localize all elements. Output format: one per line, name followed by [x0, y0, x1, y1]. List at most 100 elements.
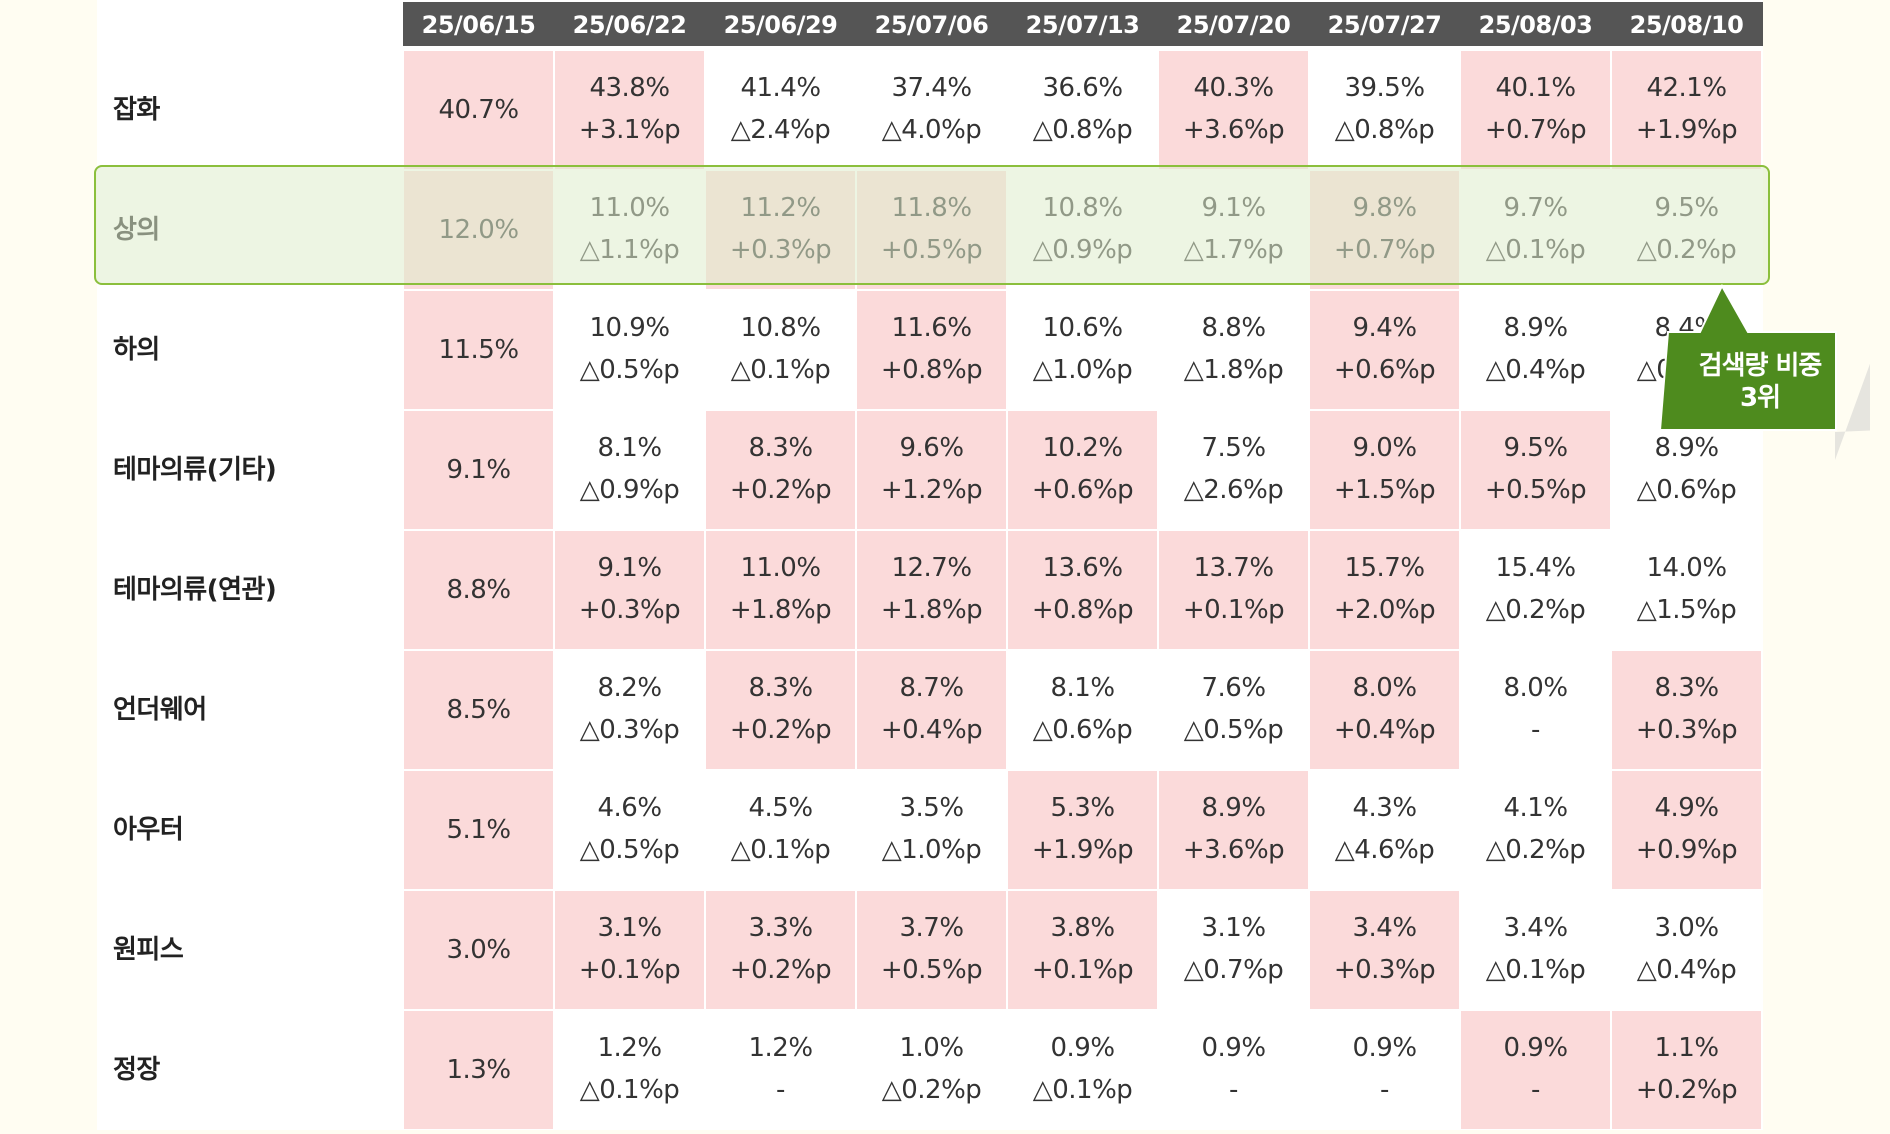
cell-change: +0.8%p — [1031, 595, 1134, 625]
cell-value: 11.5% — [438, 335, 519, 365]
cell-change: △0.1%p — [1485, 235, 1586, 265]
cell-change: - — [776, 1075, 785, 1105]
table-cell: 12.7% +1.8%p — [857, 531, 1006, 649]
cell-value: 5.3% — [1050, 793, 1115, 823]
table-cell: 8.9% +3.6%p — [1159, 771, 1308, 889]
cell-value: 1.3% — [446, 1055, 511, 1085]
row-label: 원피스 — [113, 935, 184, 965]
column-header: 25/06/15 — [421, 11, 536, 39]
cell-change: △4.0%p — [881, 115, 982, 145]
cell-change: +0.4%p — [1333, 715, 1436, 745]
cell-change: △0.3%p — [579, 715, 680, 745]
cell-value: 8.8% — [446, 575, 511, 605]
cell-value: 12.0% — [438, 215, 519, 245]
cell-change: △0.9%p — [579, 475, 680, 505]
cell-change: △0.4%p — [1636, 955, 1737, 985]
table-cell: 4.9% +0.9%p — [1612, 771, 1761, 889]
cell-change: +0.8%p — [880, 355, 983, 385]
cell-change: +0.7%p — [1333, 235, 1436, 265]
table-cell: 14.0% △1.5%p — [1612, 531, 1761, 649]
cell-value: 40.1% — [1495, 73, 1576, 103]
cell-value: 4.1% — [1503, 793, 1568, 823]
cell-value: 39.5% — [1344, 73, 1425, 103]
cell-change: +1.8%p — [729, 595, 832, 625]
table-cell: 0.9% - — [1461, 1011, 1610, 1129]
cell-value: 10.6% — [1042, 313, 1123, 343]
cell-value: 13.6% — [1042, 553, 1123, 583]
cell-change: +0.9%p — [1635, 835, 1738, 865]
table-cell: 5.3% +1.9%p — [1008, 771, 1157, 889]
cell-change: △0.5%p — [579, 835, 680, 865]
table-cell: 9.1% +0.3%p — [555, 531, 704, 649]
cell-value: 36.6% — [1042, 73, 1123, 103]
cell-value: 8.3% — [1654, 673, 1719, 703]
callout-shape-icon — [1660, 283, 1870, 460]
cell-change: △0.8%p — [1334, 115, 1435, 145]
table-cell: 8.8% — [404, 531, 553, 649]
table-cell: 3.7% +0.5%p — [857, 891, 1006, 1009]
cell-value: 3.7% — [899, 913, 964, 943]
cell-change: - — [1229, 1075, 1238, 1105]
cell-change: +1.2%p — [880, 475, 983, 505]
cell-value: 8.9% — [1503, 313, 1568, 343]
cell-change: △2.6%p — [1183, 475, 1284, 505]
table-cell: 4.3% △4.6%p — [1310, 771, 1459, 889]
cell-change: +0.3%p — [1635, 715, 1738, 745]
cell-change: +0.2%p — [1635, 1075, 1738, 1105]
cell-change: +1.9%p — [1635, 115, 1738, 145]
row-label: 정장 — [113, 1055, 160, 1085]
row-label: 하의 — [113, 335, 160, 365]
table-cell: 8.9% △0.4%p — [1461, 291, 1610, 409]
cell-value: 9.8% — [1352, 193, 1417, 223]
table-cell: 7.5% △2.6%p — [1159, 411, 1308, 529]
table-cell: 3.0% — [404, 891, 553, 1009]
table-cell: 11.8% +0.5%p — [857, 171, 1006, 289]
table-cell: 13.6% +0.8%p — [1008, 531, 1157, 649]
cell-value: 43.8% — [589, 73, 670, 103]
table-cell: 8.5% — [404, 651, 553, 769]
column-header: 25/06/29 — [723, 11, 838, 39]
cell-change: △0.8%p — [1032, 115, 1133, 145]
cell-value: 0.9% — [1503, 1033, 1568, 1063]
cell-change: +0.2%p — [729, 475, 832, 505]
table-cell: 9.1% △1.7%p — [1159, 171, 1308, 289]
cell-change: △0.1%p — [730, 835, 831, 865]
cell-change: - — [1531, 1075, 1540, 1105]
table-cell: 1.2% △0.1%p — [555, 1011, 704, 1129]
cell-change: △0.6%p — [1636, 475, 1737, 505]
cell-change: +3.6%p — [1182, 835, 1285, 865]
cell-change: △1.0%p — [1032, 355, 1133, 385]
cell-value: 11.2% — [740, 193, 821, 223]
cell-change: +0.1%p — [1031, 955, 1134, 985]
cell-value: 4.9% — [1654, 793, 1719, 823]
cell-value: 8.1% — [597, 433, 662, 463]
cell-value: 11.8% — [891, 193, 972, 223]
cell-change: △1.0%p — [881, 835, 982, 865]
cell-value: 11.0% — [589, 193, 670, 223]
cell-value: 14.0% — [1646, 553, 1727, 583]
cell-value: 8.5% — [446, 695, 511, 725]
table-cell: 8.7% +0.4%p — [857, 651, 1006, 769]
table-cell: 1.1% +0.2%p — [1612, 1011, 1761, 1129]
table-cell: 15.7% +2.0%p — [1310, 531, 1459, 649]
cell-value: 40.3% — [1193, 73, 1274, 103]
cell-value: 8.9% — [1654, 433, 1719, 463]
cell-value: 11.6% — [891, 313, 972, 343]
table-cell: 4.5% △0.1%p — [706, 771, 855, 889]
callout-label: 검색량 비중 3위 — [1698, 351, 1823, 413]
cell-change: △0.5%p — [1183, 715, 1284, 745]
table-cell: 11.0% +1.8%p — [706, 531, 855, 649]
cell-change: +0.2%p — [729, 955, 832, 985]
cell-value: 13.7% — [1193, 553, 1274, 583]
cell-value: 3.1% — [597, 913, 662, 943]
cell-value: 3.0% — [446, 935, 511, 965]
column-header: 25/08/03 — [1478, 11, 1593, 39]
table-cell: 8.9% △0.6%p — [1612, 411, 1761, 529]
cell-change: +0.3%p — [729, 235, 832, 265]
cell-value: 3.8% — [1050, 913, 1115, 943]
column-header: 25/07/06 — [874, 11, 989, 39]
table-cell: 4.1% △0.2%p — [1461, 771, 1610, 889]
cell-value: 10.9% — [589, 313, 670, 343]
cell-change: +0.1%p — [1182, 595, 1285, 625]
cell-value: 9.1% — [1201, 193, 1266, 223]
